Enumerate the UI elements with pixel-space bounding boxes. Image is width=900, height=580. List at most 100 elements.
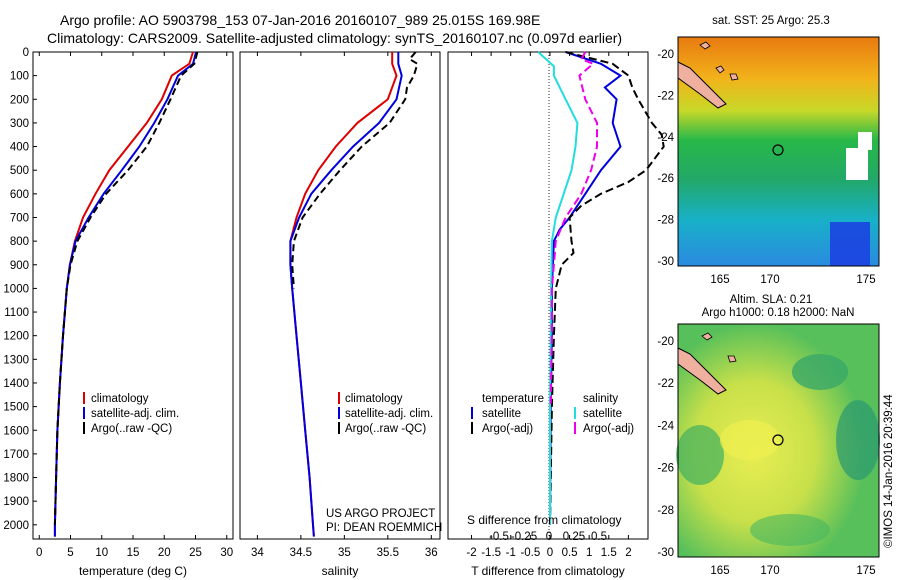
depth-tick-label: 500 [10, 165, 29, 177]
new-caledonia-island [677, 61, 727, 109]
map-x-tick-label: 165 [710, 274, 729, 286]
sla-map-subtitle: Argo h1000: 0.18 h2000: NaN [702, 307, 855, 319]
map-y-tick-label: -20 [657, 49, 674, 61]
sla-map-title: Altim. SLA: 0.21 [730, 294, 812, 306]
sst-map-title: sat. SST: 25 Argo: 25.3 [712, 15, 830, 27]
depth-tick-label: 700 [10, 212, 29, 224]
sla-low [792, 354, 848, 390]
map-y-tick-label: -20 [657, 336, 674, 348]
x-tick-label: 0 [547, 547, 553, 559]
depth-tick-label: 200 [10, 94, 29, 106]
depth-tick-label: 1200 [3, 331, 29, 343]
difference-legend: temperature satellite Argo(-adj) salinit… [471, 393, 634, 435]
temperature-axis-label: temperature (deg C) [79, 564, 187, 578]
series-line-temperature-satellite [549, 51, 623, 525]
x-tick-label: 25 [189, 547, 202, 559]
legend-t-satellite: satellite [482, 408, 521, 420]
x-tick-label: 0 [36, 547, 42, 559]
map-x-tick-label: 165 [710, 565, 729, 577]
depth-tick-label: 300 [10, 118, 29, 130]
small-island [715, 65, 725, 74]
argo-location-marker [772, 144, 784, 156]
plot-axes: 0 5 10 15 20 25 30 34 34.5 35 35.5 36 -2 -1.5 -1 -0.5 0 0… [36, 52, 632, 559]
map-x-tick-label: 175 [856, 565, 875, 577]
t-diff-axis-label: T difference from climatology [471, 564, 625, 578]
s-tick-label: -0.5 [489, 531, 509, 543]
imos-timestamp: ©IMOS 14-Jan-2016 20:39:44 [883, 394, 895, 548]
map-y-tick-label: -26 [657, 463, 674, 475]
series-line-satellite-adj-clim- [289, 52, 403, 537]
depth-tick-label: 1300 [3, 354, 29, 366]
map-x-tick-label: 170 [760, 565, 779, 577]
x-tick-label: 1 [586, 547, 592, 559]
s-tick-label: -0.25 [511, 531, 537, 543]
series-line-satellite-adj-clim- [53, 51, 198, 537]
x-tick-label: -2 [466, 547, 476, 559]
depth-tick-label: 1700 [3, 449, 29, 461]
x-tick-label: 35.5 [377, 547, 399, 559]
x-tick-label: 34.5 [290, 547, 312, 559]
map-y-tick-label: -26 [657, 173, 674, 185]
map-x-tick-label: 170 [760, 274, 779, 286]
depth-tick-label: 100 [10, 71, 29, 83]
sla-map [676, 323, 880, 558]
map-y-tick-label: -22 [657, 90, 674, 102]
s-tick-label: 0.25 [563, 531, 585, 543]
depth-tick-label: 1000 [3, 283, 29, 295]
depth-tick-label: 600 [10, 189, 29, 201]
salinity-axis-label: salinity [322, 564, 359, 578]
x-tick-label: 30 [220, 547, 233, 559]
depth-tick-label: 1100 [4, 307, 29, 319]
legend-argo: Argo(..raw -QC) [345, 423, 426, 435]
x-tick-label: 20 [158, 547, 171, 559]
x-tick-label: 34 [251, 547, 264, 559]
x-tick-label: 35 [338, 547, 351, 559]
x-tick-label: 15 [127, 547, 140, 559]
figure-title-line2: Climatology: CARS2009. Satellite-adjuste… [47, 30, 622, 46]
argo-location-marker [772, 434, 784, 446]
salinity-legend: climatology satellite-adj. clim. Argo(..… [338, 392, 433, 435]
depth-tick-label: 0 [23, 47, 29, 59]
project-pi: PI: DEAN ROEMMICH [326, 522, 442, 534]
s-diff-axis-label: S difference from climatology [467, 513, 622, 527]
sst-map-cold-patch [830, 222, 870, 266]
map-y-tick-label: -30 [657, 256, 674, 268]
series-line-argo-raw-qc- [291, 51, 419, 289]
x-tick-label: -1.5 [481, 547, 501, 559]
series-line-climatology [289, 52, 398, 537]
s-tick-label: 0.5 [591, 531, 607, 543]
sst-map-cloud [858, 132, 872, 150]
temperature-plot-frame [32, 51, 234, 540]
sla-low [676, 425, 724, 485]
map-y-tick-label: -28 [657, 505, 674, 517]
depth-tick-label: 800 [10, 236, 29, 248]
map-y-tick-label: -24 [657, 420, 674, 432]
depth-axis: 0 100 200 300 400 500 600 700 800 900 1000 1100 1200… [3, 47, 37, 532]
depth-tick-label: 400 [10, 142, 29, 154]
legend-satellite-adj: satellite-adj. clim. [345, 408, 433, 420]
sst-map-cloud [846, 148, 868, 180]
x-tick-label: 10 [95, 547, 108, 559]
series-line-temperature-argo-adj- [549, 51, 665, 525]
figure-title-line1: Argo profile: AO 5903798_153 07-Jan-2016… [60, 12, 540, 28]
difference-plot-frame [447, 51, 649, 540]
legend-s-argo: Argo(-adj) [583, 423, 634, 435]
legend-satellite-adj: satellite-adj. clim. [91, 408, 179, 420]
s-tick-label: 0 [546, 531, 552, 543]
x-tick-label: 36 [425, 547, 438, 559]
series-line-salinity-satellite [537, 51, 579, 525]
depth-tick-label: 1500 [3, 402, 29, 414]
legend-climatology: climatology [91, 393, 149, 405]
depth-tick-label: 1900 [3, 496, 29, 508]
depth-tick-label: 1800 [3, 473, 29, 485]
map-y-tick-label: -22 [657, 378, 674, 390]
map-y-tick-label: -24 [657, 132, 674, 144]
x-tick-label: 0.5 [562, 547, 578, 559]
legend-salinity-head: salinity [583, 393, 618, 405]
sst-map [677, 36, 880, 267]
x-tick-label: 2 [625, 547, 631, 559]
small-island [729, 73, 739, 81]
map-x-tick-label: 175 [856, 274, 875, 286]
map-y-tick-label: -28 [657, 215, 674, 227]
sla-high [720, 420, 780, 460]
